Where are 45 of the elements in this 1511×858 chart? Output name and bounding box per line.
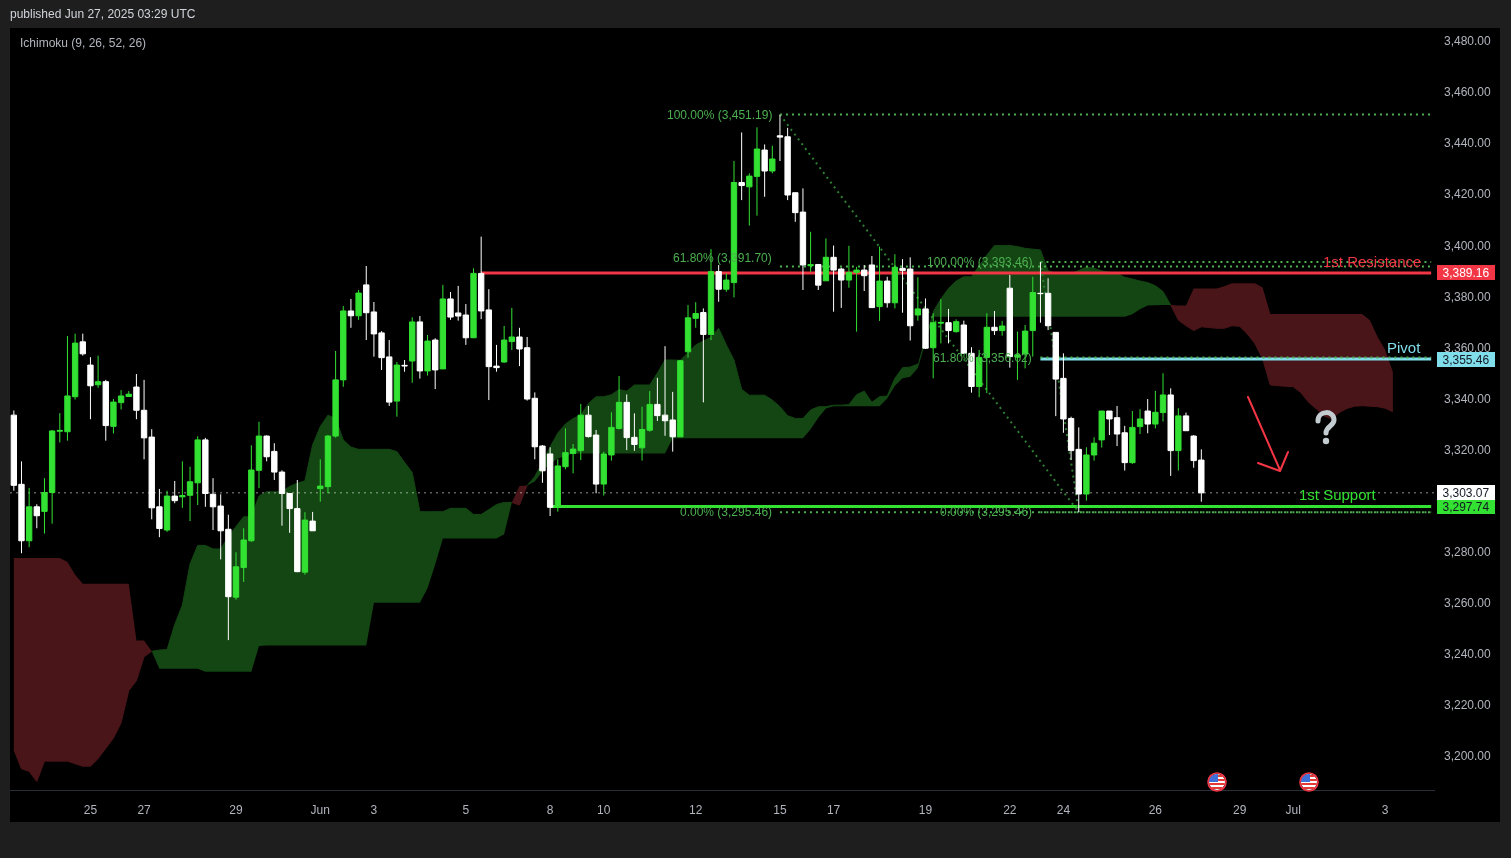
x-tick-label: 3 (370, 803, 378, 818)
series-label: 0.00% (3,295.46) (680, 505, 773, 519)
x-tick-label: 5 (462, 803, 470, 818)
x-tick-label: 17 (826, 803, 841, 818)
x-tick-label: 22 (1003, 803, 1017, 818)
y-tick-label: 3,400.00 (1444, 238, 1492, 253)
x-tick-label: 26 (1148, 803, 1163, 818)
annotation: Ichimoku (9, 26, 52, 26) (20, 36, 147, 50)
y-tick-label: 3,360.00 (1444, 340, 1492, 355)
series-label: 0.00% (3,295.46) (940, 505, 1033, 519)
y-tick-label: 3,220.00 (1444, 698, 1492, 713)
x-tick-label: Jun (310, 803, 330, 818)
x-tick-label: Jul (1285, 803, 1301, 818)
series-label: 1st Resistance (1323, 253, 1422, 270)
y-tick-label: 3,240.00 (1444, 647, 1492, 662)
x-tick-label: 8 (546, 803, 554, 818)
y-tick-label: 3,340.00 (1444, 391, 1492, 406)
x-tick-label: 29 (229, 803, 243, 818)
x-tick-label: 12 (689, 803, 703, 818)
x-tick-label: 27 (137, 803, 152, 818)
series-label: 1st Support (1299, 486, 1377, 503)
y-tick-label: 3,480.00 (1444, 34, 1492, 49)
chart-title: published Jun 27, 2025 03:29 UTC (10, 7, 196, 22)
x-tick-label: 24 (1056, 803, 1071, 818)
series-label: Pivot (1387, 339, 1422, 356)
series-label: 100.00% (3,393.46) (927, 255, 1033, 269)
y-tick-label: 3,260.00 (1444, 596, 1492, 611)
y-tick-label: 3,380.00 (1444, 289, 1492, 304)
x-tick-label: 15 (773, 803, 787, 818)
x-tick-label: 3 (1381, 803, 1389, 818)
x-tick-label: 19 (918, 803, 933, 818)
y-tick-label: 3,280.00 (1444, 544, 1492, 559)
data-label: 3,389.16 (1442, 265, 1490, 280)
y-tick-label: 3,320.00 (1444, 442, 1492, 457)
y-tick-label: 3,440.00 (1444, 136, 1492, 151)
x-tick-label: 29 (1232, 803, 1247, 818)
x-tick-label: 25 (83, 803, 98, 818)
y-tick-label: 3,200.00 (1444, 749, 1492, 764)
y-tick-label: 3,420.00 (1444, 187, 1492, 202)
ref-line-label: 3,303.07 (1442, 485, 1490, 500)
data-label: 3,297.74 (1442, 499, 1490, 514)
series-label: 100.00% (3,451.19) (667, 108, 773, 122)
x-tick-label: 10 (597, 803, 611, 818)
y-tick-label: 3,460.00 (1444, 85, 1492, 100)
data-label: 3,355.46 (1442, 352, 1490, 367)
